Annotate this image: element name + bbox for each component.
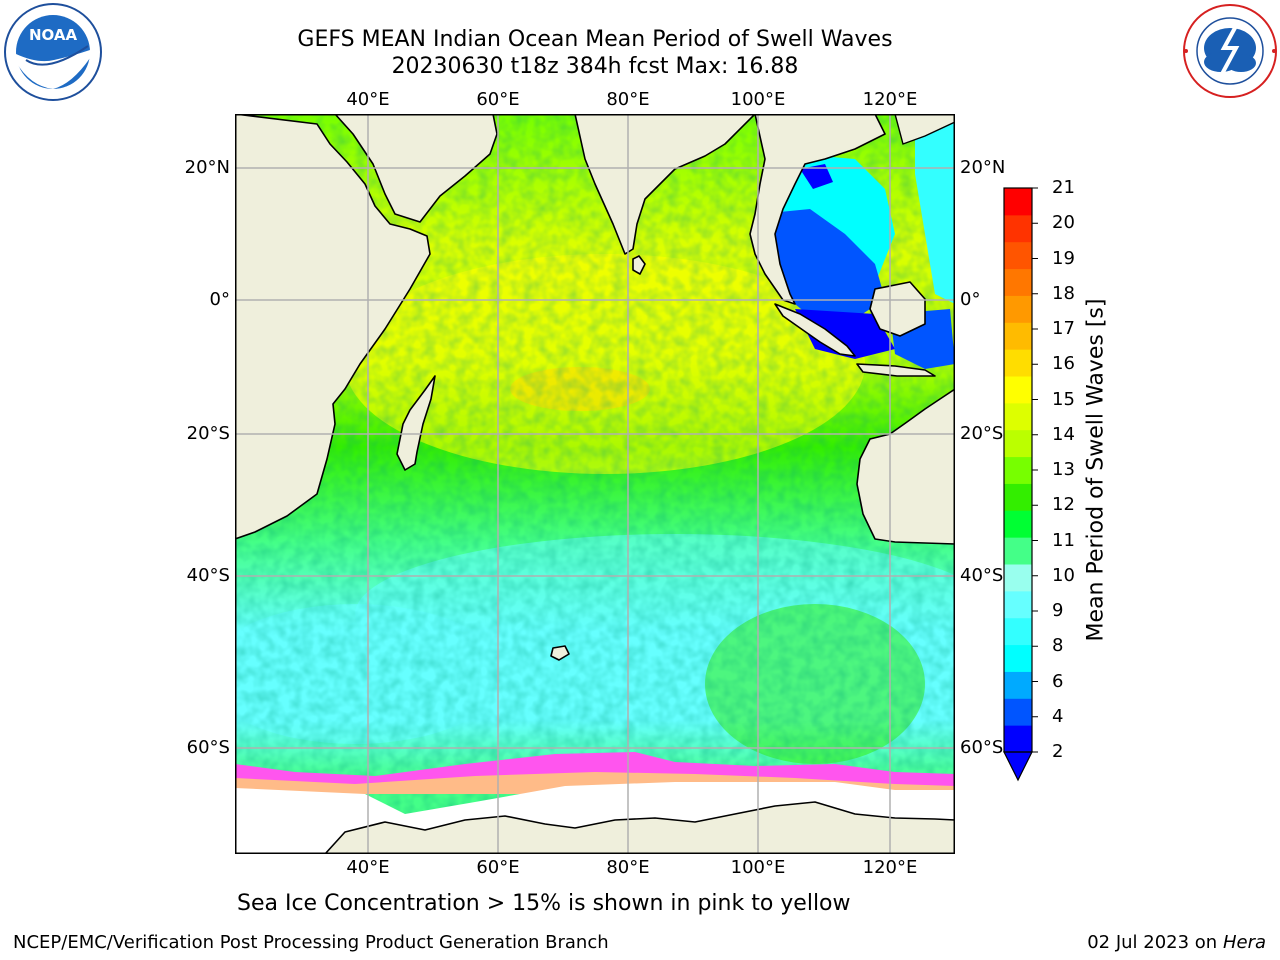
noaa-logo-icon: NOAA	[4, 3, 102, 101]
sea-ice-caption: Sea Ice Concentration > 15% is shown in …	[237, 891, 851, 916]
colorbar-tick-label: 21	[1052, 177, 1075, 198]
colorbar-segment	[1004, 214, 1032, 243]
lon-tick-bottom: 40°E	[346, 857, 390, 878]
antarctica	[324, 801, 955, 854]
lon-tick-bottom: 80°E	[606, 857, 650, 878]
sumatra	[774, 303, 856, 357]
colorbar-segment	[1004, 510, 1032, 538]
colorbar-segment	[1004, 725, 1032, 753]
kerguelen	[550, 645, 570, 661]
gulf-of-thailand	[755, 209, 885, 329]
colorbar-tick-label: 16	[1052, 353, 1075, 375]
colorbar-tick-label: 12	[1052, 494, 1075, 516]
colorbar-segment	[1004, 590, 1032, 619]
colorbar-segment	[1004, 456, 1032, 484]
lon-tick-bottom: 120°E	[862, 857, 918, 878]
map-gridlines	[235, 114, 955, 854]
colorbar-tick-label: 2	[1052, 741, 1064, 762]
colorbar-tick-label: 18	[1052, 282, 1075, 304]
borneo	[869, 281, 926, 337]
colorbar-tick-label: 13	[1052, 459, 1075, 480]
colorbar-segment	[1004, 268, 1032, 296]
colorbar-segment	[1004, 537, 1032, 565]
lat-tick-right: 20°N	[960, 157, 1006, 178]
colorbar-tick-label: 8	[1052, 635, 1064, 657]
lat-tick-left: 20°S	[186, 423, 230, 444]
colorbar-segment	[1004, 295, 1032, 323]
indochina	[749, 114, 886, 305]
colorbar-tick-label: 6	[1052, 670, 1064, 692]
lat-tick-right: 0°	[960, 289, 981, 310]
colorbar-segment	[1004, 644, 1032, 672]
swell-period-map	[235, 114, 955, 854]
colorbar-tick-label: 20	[1052, 212, 1075, 234]
east-asia-coast	[894, 114, 955, 145]
lon-tick-bottom: 60°E	[476, 857, 520, 878]
java-sea	[795, 309, 895, 359]
india	[574, 114, 756, 255]
java	[856, 363, 936, 377]
map-title: GEFS MEAN Indian Ocean Mean Period of Sw…	[297, 27, 893, 52]
colorbar-segment	[1004, 241, 1032, 270]
colorbar-segment	[1004, 188, 1032, 216]
lat-tick-right: 60°S	[960, 737, 1004, 758]
colorbar-tick-label: 19	[1052, 247, 1075, 269]
colorbar-tick-label: 15	[1052, 388, 1075, 410]
footer-credit: NCEP/EMC/Verification Post Processing Pr…	[13, 932, 609, 953]
colorbar-segment	[1004, 429, 1032, 458]
sri-lanka	[632, 255, 646, 275]
colorbar-tick-label: 14	[1052, 423, 1075, 445]
lat-tick-left: 40°S	[186, 565, 230, 586]
lat-tick-right: 40°S	[960, 565, 1004, 586]
colorbar-segment	[1004, 564, 1032, 592]
colorbar-segment	[1004, 322, 1032, 350]
lon-tick-top: 80°E	[606, 89, 650, 110]
colorbar-title: Mean Period of Swell Waves [s]	[1083, 298, 1109, 642]
africa-arabia	[235, 114, 498, 540]
colorbar-segment	[1004, 483, 1032, 511]
colorbar-tick-label: 4	[1052, 705, 1064, 727]
colorbar-segment	[1004, 617, 1032, 646]
footer-date: 02 Jul 2023 on	[1087, 932, 1223, 953]
colorbar-tick-label: 11	[1052, 529, 1075, 551]
colorbar-tick-label: 17	[1052, 318, 1075, 339]
colorbar-segment	[1004, 402, 1032, 431]
lat-tick-left: 0°	[209, 289, 230, 310]
noaa-logo-text: NOAA	[29, 26, 78, 44]
map-frame	[235, 114, 955, 854]
pacific-west	[915, 114, 955, 304]
nws-logo-icon	[1183, 4, 1277, 98]
lat-tick-right: 20°S	[960, 423, 1004, 444]
lat-tick-left: 20°N	[184, 157, 230, 178]
colorbar-segment	[1004, 349, 1032, 377]
footer-timestamp: 02 Jul 2023 on Hera	[1087, 932, 1266, 954]
madagascar	[396, 375, 436, 471]
map-subtitle: 20230630 t18z 384h fcst Max: 16.88	[391, 54, 799, 79]
colorbar-tick-label: 9	[1052, 600, 1064, 621]
lon-tick-bottom: 100°E	[730, 857, 786, 878]
lon-tick-top: 60°E	[476, 89, 520, 110]
tonkin-gulf	[800, 164, 833, 189]
colorbar-extend-arrow	[1003, 751, 1033, 782]
footer-host: Hera	[1222, 932, 1266, 953]
lon-tick-top: 40°E	[346, 89, 390, 110]
colorbar-segment	[1004, 376, 1032, 404]
lon-tick-top: 100°E	[730, 89, 786, 110]
colorbar-segment	[1004, 698, 1032, 726]
australia	[856, 388, 955, 545]
lon-tick-top: 120°E	[862, 89, 918, 110]
lat-tick-left: 60°S	[186, 737, 230, 758]
colorbar	[1003, 187, 1038, 782]
colorbar-tick-label: 10	[1052, 564, 1075, 586]
colorbar-segment	[1004, 671, 1032, 699]
